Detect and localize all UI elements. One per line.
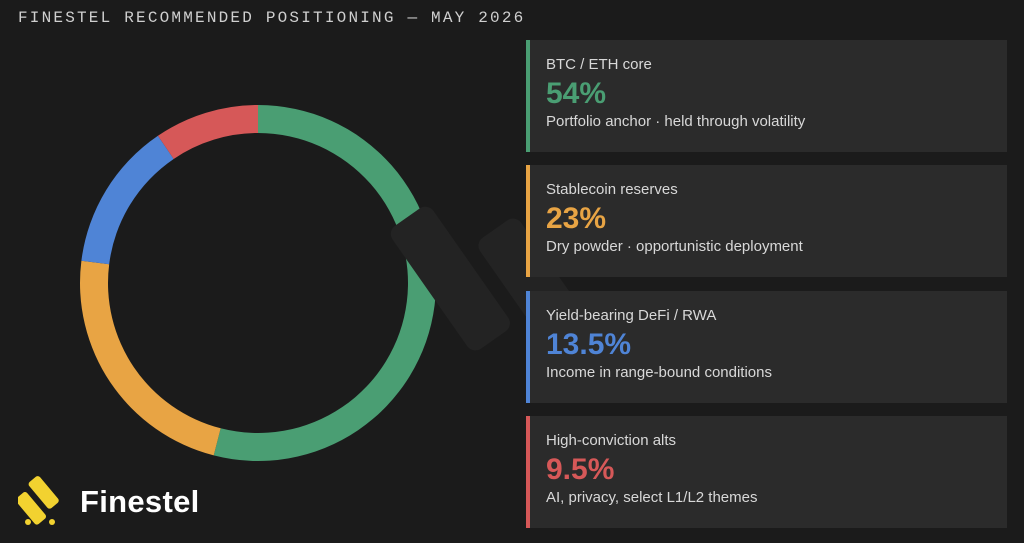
- card-description: AI, privacy, select L1/L2 themes: [546, 489, 758, 506]
- card-label: High-conviction alts: [546, 432, 677, 449]
- segment-stablecoin: [80, 260, 221, 456]
- card-accent-bar: [526, 291, 530, 403]
- card-accent-bar: [526, 416, 530, 528]
- card-value: 54%: [546, 77, 607, 110]
- card-label: Stablecoin reserves: [546, 181, 678, 198]
- donut-segments: [80, 105, 436, 461]
- legend-card-defi-rwa: Yield-bearing DeFi / RWA 13.5% Income in…: [526, 291, 1007, 403]
- card-value: 13.5%: [546, 328, 632, 361]
- logo-dot-shape: [25, 519, 31, 525]
- segment-defi-rwa: [81, 135, 174, 265]
- segment-btc-eth: [213, 105, 436, 461]
- finestel-logo-icon: [18, 476, 59, 525]
- card-value: 9.5%: [546, 453, 615, 486]
- brand-logo: Finestel: [18, 474, 200, 530]
- card-description: Portfolio anchor · held through volatili…: [546, 113, 806, 130]
- allocation-donut-chart: [80, 105, 436, 461]
- brand-name: Finestel: [80, 484, 200, 519]
- legend-card-btc-eth: BTC / ETH core 54% Portfolio anchor · he…: [526, 40, 1007, 152]
- card-description: Dry powder · opportunistic deployment: [546, 238, 803, 255]
- card-value: 23%: [546, 202, 607, 235]
- card-accent-bar: [526, 165, 530, 277]
- card-label: Yield-bearing DeFi / RWA: [546, 307, 717, 324]
- legend-card-stablecoin: Stablecoin reserves 23% Dry powder · opp…: [526, 165, 1007, 277]
- card-label: BTC / ETH core: [546, 56, 652, 73]
- logo-dot-shape: [49, 519, 55, 525]
- card-accent-bar: [526, 40, 530, 152]
- segment-alts: [157, 105, 258, 159]
- logo-bar-shape: [18, 492, 46, 525]
- logo-bar-shape: [28, 476, 59, 509]
- card-description: Income in range-bound conditions: [546, 364, 772, 381]
- legend-card-alts: High-conviction alts 9.5% AI, privacy, s…: [526, 416, 1007, 528]
- page-title: FINESTEL RECOMMENDED POSITIONING — MAY 2…: [18, 9, 526, 27]
